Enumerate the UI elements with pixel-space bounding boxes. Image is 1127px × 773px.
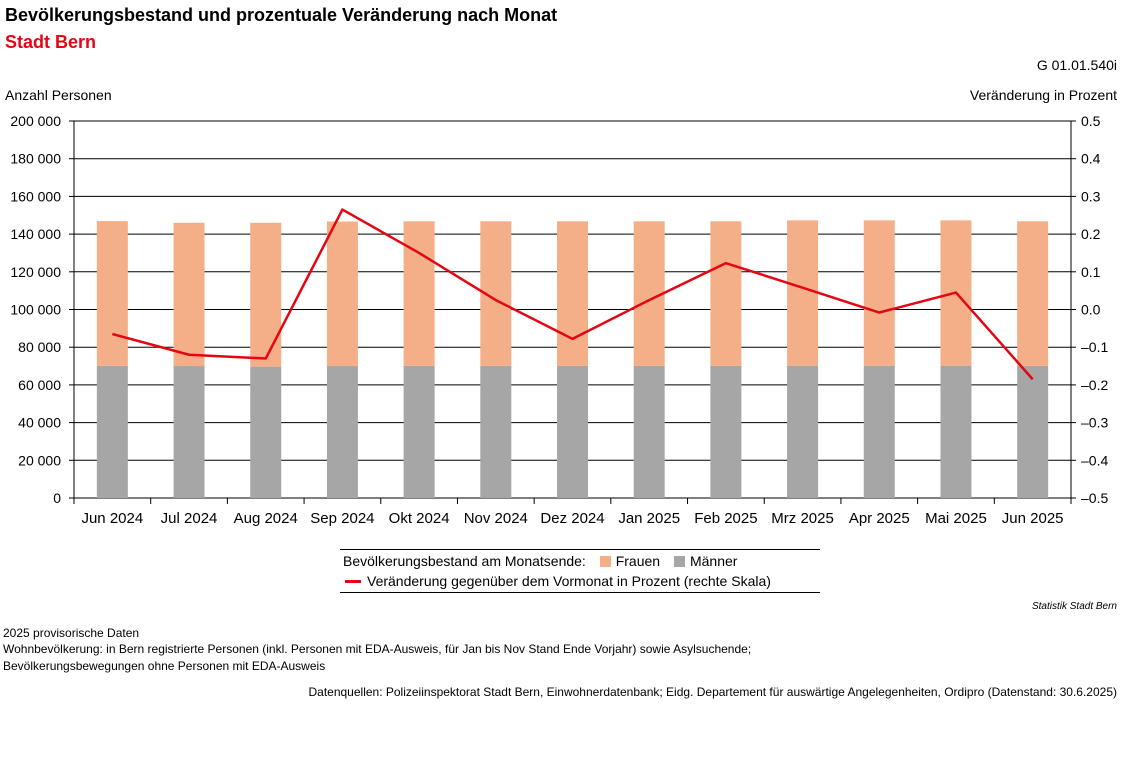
bar-maenner [326, 366, 358, 498]
bar-maenner [403, 365, 435, 498]
x-tick-label: Jun 2025 [1002, 510, 1064, 527]
bar-frauen [403, 221, 435, 366]
x-tick-label: Mai 2025 [925, 510, 987, 527]
y-tick-label-left: 100 000 [10, 302, 61, 318]
bar-maenner [250, 366, 282, 498]
x-tick-label: Jan 2025 [618, 510, 680, 527]
note-definition: Wohnbevölkerung: in Bern registrierte Pe… [3, 642, 752, 656]
x-tick-label: Nov 2024 [464, 510, 528, 527]
bar-maenner [710, 365, 742, 498]
legend-label-line: Veränderung gegenüber dem Vormonat in Pr… [367, 573, 771, 589]
legend-label-frauen: Frauen [615, 553, 661, 569]
legend-prefix: Bevölkerungsbestand am Monatsende: [343, 553, 586, 569]
bar-maenner [940, 365, 972, 498]
y-tick-label-right: 0.5 [1081, 113, 1101, 129]
y-tick-label-right: –0.2 [1081, 377, 1108, 393]
x-tick-label: Okt 2024 [389, 510, 450, 527]
y-tick-label-left: 180 000 [10, 151, 61, 167]
legend-swatch-frauen [599, 556, 611, 567]
y-tick-label-left: 140 000 [10, 226, 61, 242]
bar-maenner [173, 366, 205, 498]
y-tick-label-left: 160 000 [10, 188, 61, 204]
bar-maenner [633, 365, 665, 498]
note-provisional: 2025 provisorische Daten [3, 626, 140, 640]
y-tick-label-right: 0.2 [1081, 226, 1101, 242]
chart-title: Bevölkerungsbestand und prozentuale Verä… [5, 5, 558, 25]
x-tick-label: Jul 2024 [161, 510, 218, 527]
y-tick-label-right: 0.4 [1081, 151, 1101, 167]
chart-subtitle: Stadt Bern [5, 32, 97, 52]
y-tick-label-left: 200 000 [10, 113, 61, 129]
bar-maenner [863, 365, 895, 498]
y-tick-label-right: 0.1 [1081, 264, 1101, 280]
y-tick-label-right: –0.4 [1081, 452, 1108, 468]
legend: Bevölkerungsbestand am Monatsende: Fraue… [340, 549, 820, 593]
bar-maenner [96, 365, 128, 498]
y-tick-label-right: 0.3 [1081, 188, 1101, 204]
series-line-veraenderung [112, 208, 1034, 381]
bar-maenner [557, 365, 588, 498]
data-sources: Datenquellen: Polizeiinspektorat Stadt B… [308, 685, 1117, 699]
bar-frauen [326, 221, 358, 367]
bar-maenner [1017, 365, 1049, 498]
y-tick-label-right: –0.1 [1081, 339, 1108, 355]
y-tick-label-left: 120 000 [10, 264, 61, 280]
bar-frauen [557, 221, 588, 366]
y-tick-label-right: –0.3 [1081, 415, 1108, 431]
y-tick-label-left: 80 000 [18, 339, 61, 355]
x-tick-label: Aug 2024 [234, 510, 298, 527]
legend-swatch-maenner [673, 556, 685, 567]
x-tick-label: Sep 2024 [310, 510, 374, 527]
chart-code: G 01.01.540i [1036, 57, 1117, 73]
bar-frauen [633, 221, 665, 366]
bar-frauen [173, 222, 205, 367]
bar-maenner [787, 365, 819, 498]
legend-label-maenner: Männer [689, 553, 738, 569]
y-tick-label-right: 0.0 [1081, 302, 1101, 318]
y-tick-label-left: 20 000 [18, 452, 61, 468]
bar-frauen [710, 221, 742, 366]
x-tick-label: Feb 2025 [694, 510, 757, 527]
y-axis-label-right: Veränderung in Prozent [969, 87, 1117, 103]
credit: Statistik Stadt Bern [1031, 601, 1117, 612]
bar-frauen [250, 222, 282, 367]
bar-frauen [863, 220, 895, 366]
y-axis-label-left: Anzahl Personen [5, 87, 112, 103]
x-tick-label: Jun 2024 [81, 510, 143, 527]
y-tick-label-left: 40 000 [18, 415, 61, 431]
y-tick-label-left: 0 [53, 490, 61, 506]
chart-plot: 0 20 000 40 000 60 000 80 000 100 000 120 000 1… [10, 113, 1108, 527]
legend-line-swatch [345, 580, 361, 583]
bar-frauen [96, 221, 128, 366]
bar-frauen [1017, 221, 1049, 366]
x-tick-label: Dez 2024 [540, 510, 604, 527]
bar-maenner [480, 365, 512, 498]
y-tick-label-right: –0.5 [1081, 490, 1108, 506]
note-movements: Bevölkerungsbewegungen ohne Personen mit… [3, 659, 326, 673]
x-tick-label: Mrz 2025 [771, 510, 834, 527]
bar-frauen [787, 220, 819, 366]
y-tick-label-left: 60 000 [18, 377, 61, 393]
x-tick-label: Apr 2025 [849, 510, 910, 527]
